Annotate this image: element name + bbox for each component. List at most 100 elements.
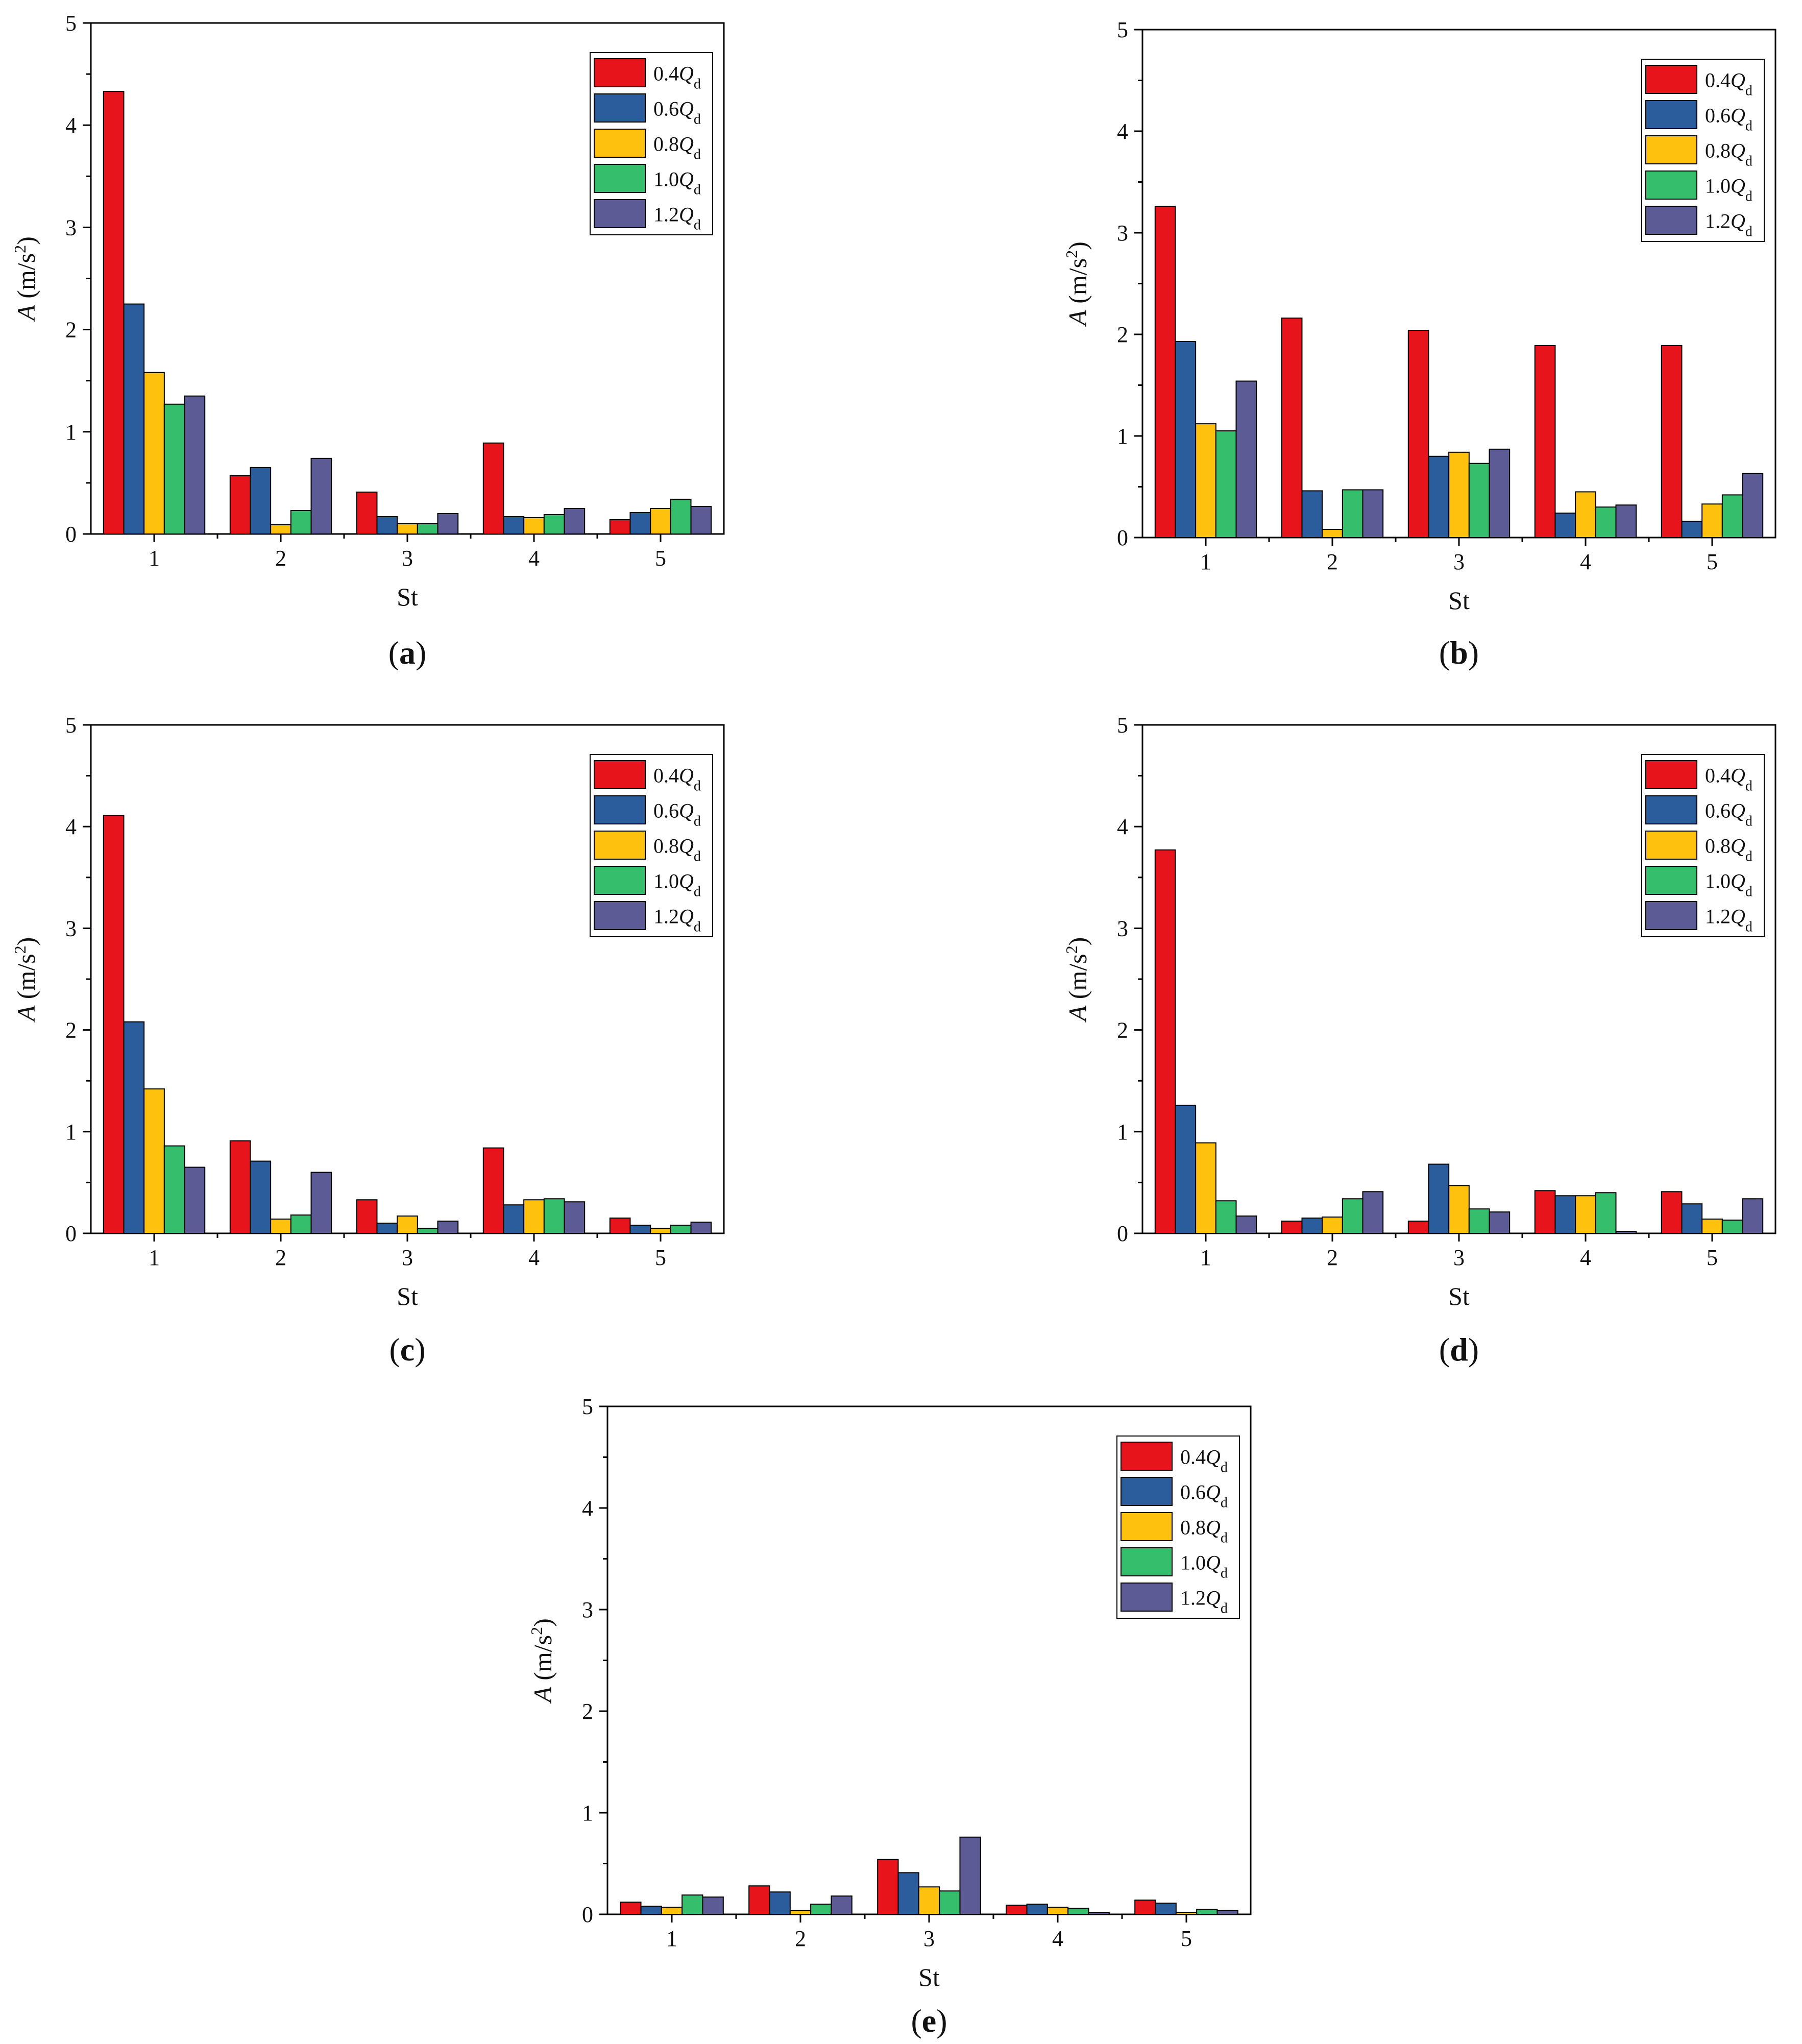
bar-d-cat3-series4 (1468, 1208, 1490, 1234)
bar-e-cat2-series2 (769, 1891, 791, 1915)
bar-a-cat3-series2 (376, 516, 398, 535)
bar-b-cat3-series2 (1428, 455, 1450, 538)
y-tick-label: 2 (65, 1018, 77, 1043)
legend-label: 0.8Qd (1705, 835, 1752, 865)
bar-a-cat5-series2 (629, 512, 651, 535)
legend-swatch (594, 760, 646, 789)
x-tick-label: 4 (1580, 549, 1591, 574)
bar-d-cat2-series3 (1322, 1216, 1343, 1234)
bar-b-cat1-series1 (1154, 206, 1176, 538)
bar-c-cat5-series5 (690, 1222, 712, 1234)
x-tick-label: 2 (275, 1245, 286, 1270)
bar-c-cat2-series4 (290, 1214, 312, 1234)
x-axis-title: St (397, 582, 418, 611)
legend-label: 0.6Qd (653, 799, 701, 830)
bar-d-cat1-series3 (1195, 1142, 1216, 1234)
y-axis-title: A (m/s2) (527, 1618, 557, 1704)
x-tick-label: 2 (1327, 1245, 1338, 1270)
y-tick-label: 1 (582, 1800, 593, 1826)
y-tick-label: 5 (1117, 713, 1128, 738)
y-tick-label: 4 (1117, 119, 1128, 144)
x-tick-label: 1 (149, 546, 160, 571)
bar-c-cat1-series3 (143, 1088, 165, 1234)
bar-e-cat4-series3 (1046, 1907, 1069, 1915)
bar-a-cat5-series4 (670, 498, 692, 535)
x-tick-label: 4 (528, 1245, 540, 1270)
legend: 0.4Qd 0.6Qd 0.8Qd 1.0Qd 1.2Qd (590, 52, 713, 235)
bar-e-cat4-series1 (1006, 1905, 1028, 1915)
bar-d-cat2-series2 (1301, 1218, 1323, 1234)
legend-swatch (1645, 206, 1697, 235)
legend-label: 0.4Qd (653, 62, 701, 92)
legend-label: 1.0Qd (653, 168, 701, 198)
x-tick-label: 4 (1580, 1245, 1591, 1270)
bar-b-cat1-series2 (1175, 340, 1197, 538)
bar-e-cat5-series2 (1155, 1903, 1177, 1915)
legend-label: 1.0Qd (1180, 1551, 1228, 1581)
legend-swatch (1645, 795, 1697, 824)
legend-swatch (1645, 831, 1697, 860)
legend-label: 1.0Qd (1705, 175, 1752, 205)
bar-a-cat3-series1 (356, 491, 378, 535)
y-tick-label: 5 (65, 11, 77, 36)
bar-c-cat3-series4 (417, 1228, 439, 1234)
bar-a-cat3-series3 (397, 523, 418, 534)
legend: 0.4Qd 0.6Qd 0.8Qd 1.0Qd 1.2Qd (1116, 1435, 1240, 1619)
x-tick-label: 1 (666, 1926, 677, 1951)
bar-d-cat2-series1 (1281, 1221, 1303, 1234)
bar-a-cat1-series5 (184, 395, 206, 534)
bar-c-cat5-series3 (650, 1228, 671, 1234)
bar-b-cat4-series2 (1554, 513, 1576, 538)
bar-b-cat5-series1 (1661, 345, 1683, 538)
x-tick-label: 2 (275, 546, 286, 571)
bar-c-cat3-series1 (356, 1199, 378, 1234)
y-tick-label: 4 (65, 814, 77, 839)
bar-c-cat4-series4 (543, 1198, 565, 1234)
y-tick-label: 4 (582, 1496, 593, 1521)
bar-d-cat4-series4 (1595, 1192, 1617, 1234)
bar-e-cat2-series5 (831, 1895, 853, 1915)
bar-b-cat4-series5 (1615, 504, 1637, 539)
bar-b-cat5-series3 (1701, 503, 1723, 539)
bar-b-cat5-series5 (1742, 473, 1764, 539)
bar-a-cat4-series5 (564, 507, 586, 535)
y-tick-label: 4 (1117, 814, 1128, 839)
legend-swatch (594, 901, 646, 930)
bar-d-cat5-series2 (1681, 1203, 1703, 1234)
y-tick-label: 0 (65, 522, 77, 547)
y-tick-label: 2 (1117, 322, 1128, 347)
x-tick-label: 1 (149, 1245, 160, 1270)
y-tick-label: 3 (582, 1597, 593, 1622)
legend-swatch (1645, 171, 1697, 200)
chart-panel-d: 0 1 2 3 4 5 A (m/s2) 1 2 3 4 5 St 0.4Qd 0.6Qd 0.8Qd 1.0Q… (1062, 713, 1776, 1368)
y-tick-label: 0 (1117, 1221, 1128, 1246)
bar-c-cat5-series4 (670, 1225, 692, 1234)
bar-e-cat5-series1 (1134, 1900, 1156, 1915)
x-tick-label: 4 (1052, 1926, 1063, 1951)
x-tick-label: 3 (402, 546, 413, 571)
bar-d-cat5-series5 (1742, 1198, 1764, 1234)
x-tick-label: 4 (528, 546, 540, 571)
bar-e-cat1-series4 (681, 1894, 703, 1915)
bar-b-cat2-series1 (1281, 318, 1303, 538)
legend-swatch (1121, 1512, 1173, 1541)
bar-b-cat5-series4 (1721, 494, 1743, 538)
legend-swatch (594, 58, 646, 87)
legend-label: 0.4Qd (1180, 1446, 1228, 1476)
bar-e-cat1-series2 (640, 1906, 662, 1915)
bar-d-cat5-series1 (1661, 1191, 1683, 1234)
bar-a-cat3-series4 (417, 523, 439, 534)
bar-d-cat4-series1 (1534, 1190, 1556, 1234)
y-tick-label: 0 (582, 1902, 593, 1927)
bar-d-cat1-series4 (1215, 1200, 1237, 1234)
y-tick-label: 1 (65, 420, 77, 445)
panel-label: (d) (1439, 1331, 1479, 1368)
bar-d-cat4-series5 (1615, 1231, 1637, 1234)
x-tick-label: 2 (1327, 549, 1338, 574)
bar-e-cat3-series4 (939, 1890, 961, 1915)
x-axis-title: St (1448, 586, 1470, 615)
bar-c-cat3-series3 (397, 1215, 418, 1234)
bar-b-cat2-series5 (1362, 489, 1384, 538)
bar-c-cat1-series2 (123, 1021, 145, 1234)
